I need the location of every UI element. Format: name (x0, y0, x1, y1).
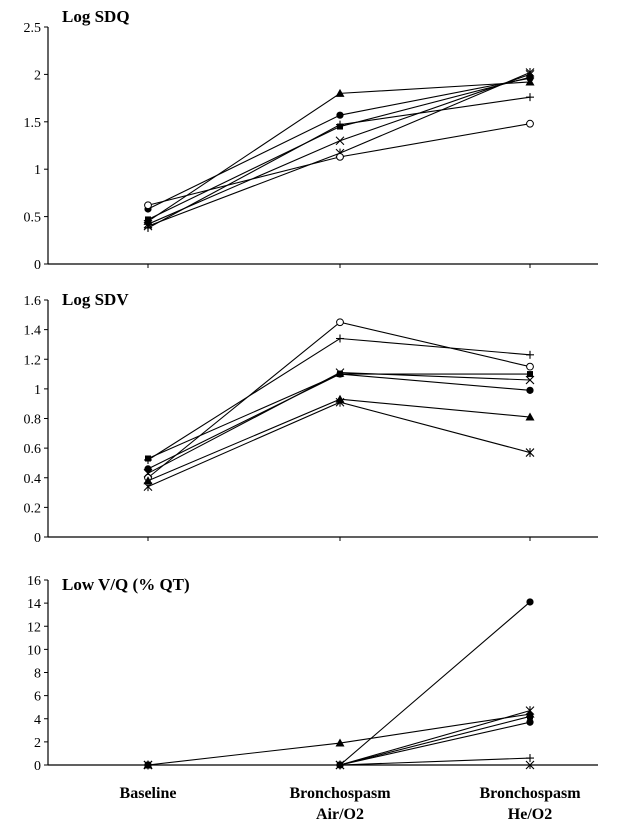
data-point-x (335, 760, 345, 770)
y-tick-label: 1.5 (24, 116, 42, 131)
data-point-circle-open (526, 119, 534, 128)
y-tick-label: 0.5 (24, 211, 42, 226)
series-line-3 (147, 713, 531, 766)
panel-low-vq: 0 2 4 6 8 10 12 14 16 Low V/Q (% QT) (27, 574, 598, 774)
y-tick-label: 1 (34, 163, 41, 178)
series-line-7 (147, 76, 531, 220)
y-tick-label: 16 (27, 574, 41, 589)
data-point-circle-open (526, 362, 534, 371)
y-tick-label: 0.4 (24, 472, 42, 487)
data-point-x (143, 468, 153, 478)
y-tick-label: 6 (34, 690, 41, 705)
data-point-circle-open (144, 201, 152, 210)
data-point-plus (526, 93, 534, 102)
data-point-circle-filled (144, 465, 152, 473)
y-tick-label: 4 (34, 713, 41, 728)
y-tick-label: 10 (27, 643, 41, 658)
y-tick-label: 8 (34, 667, 41, 682)
data-point-dot (527, 713, 533, 720)
data-point-circle-filled (526, 718, 534, 726)
y-tick-label: 2 (34, 68, 41, 83)
y-tick-label: 0.8 (24, 413, 42, 428)
panel-log-sdv: 0 0.2 0.4 0.6 0.8 1 1.2 1.4 1.6 Log SDV (24, 290, 598, 546)
y-tick-label: 1.2 (24, 353, 42, 368)
data-point-x (335, 136, 345, 146)
data-point-triangle (335, 88, 345, 97)
data-point-x (143, 760, 153, 770)
data-point-dot (145, 455, 151, 462)
y-tick-label: 0.2 (24, 501, 42, 516)
data-point-asterisk (143, 221, 153, 231)
series-line-4 (147, 372, 531, 474)
data-point-asterisk (525, 448, 535, 458)
y-tick-label: 0 (34, 759, 41, 774)
data-point-circle-open (336, 318, 344, 327)
data-point-circle-filled (526, 386, 534, 394)
data-point-plus (336, 334, 344, 343)
data-point-dot (527, 371, 533, 378)
data-point-triangle (525, 412, 535, 421)
data-point-plus (526, 754, 534, 763)
y-tick-label: 2 (34, 736, 41, 751)
series-line-7 (147, 401, 531, 488)
y-tick-label: 1 (34, 383, 41, 398)
y-tick-label: 1.6 (24, 294, 42, 309)
panel-title: Log SDV (62, 290, 129, 309)
y-tick-label: 2.5 (24, 21, 42, 36)
panel-log-sdq: 0 0.5 1 1.5 2 2.5 Log SDQ (24, 7, 598, 273)
data-point-circle-filled (336, 111, 344, 119)
data-point-dot (337, 123, 343, 130)
data-point-x (525, 375, 535, 385)
panel-title: Low V/Q (% QT) (62, 575, 190, 594)
panel-title: Log SDQ (62, 7, 130, 26)
category-label: Bronchospasm He/O2 (479, 785, 581, 823)
series-line-6 (147, 123, 531, 206)
category-labels: Baseline Bronchospasm Air/O2 Bronchospasm He… (120, 785, 582, 823)
y-tick-label: 1.4 (24, 324, 42, 339)
y-tick-label: 0 (34, 258, 41, 273)
series-line-5 (147, 373, 530, 459)
y-tick-label: 0.6 (24, 442, 42, 457)
data-point-x (525, 760, 535, 770)
data-point-circle-filled (526, 598, 534, 606)
data-point-asterisk (143, 482, 153, 492)
series-line-2 (147, 77, 531, 210)
data-point-dot (145, 216, 151, 223)
data-point-plus (526, 350, 534, 359)
data-point-triangle (143, 476, 153, 485)
y-tick-label: 14 (27, 597, 41, 612)
data-point-dot (527, 74, 533, 81)
data-point-triangle (335, 738, 345, 747)
category-label: Baseline (120, 785, 177, 802)
y-tick-label: 12 (27, 620, 41, 635)
series-line-3 (147, 373, 531, 470)
series-line-2 (148, 710, 531, 766)
data-point-asterisk (335, 397, 345, 407)
y-tick-label: 0 (34, 531, 41, 546)
data-point-circle-open (336, 152, 344, 161)
category-label: Bronchospasm Air/O2 (289, 785, 391, 823)
data-point-dot (337, 371, 343, 378)
